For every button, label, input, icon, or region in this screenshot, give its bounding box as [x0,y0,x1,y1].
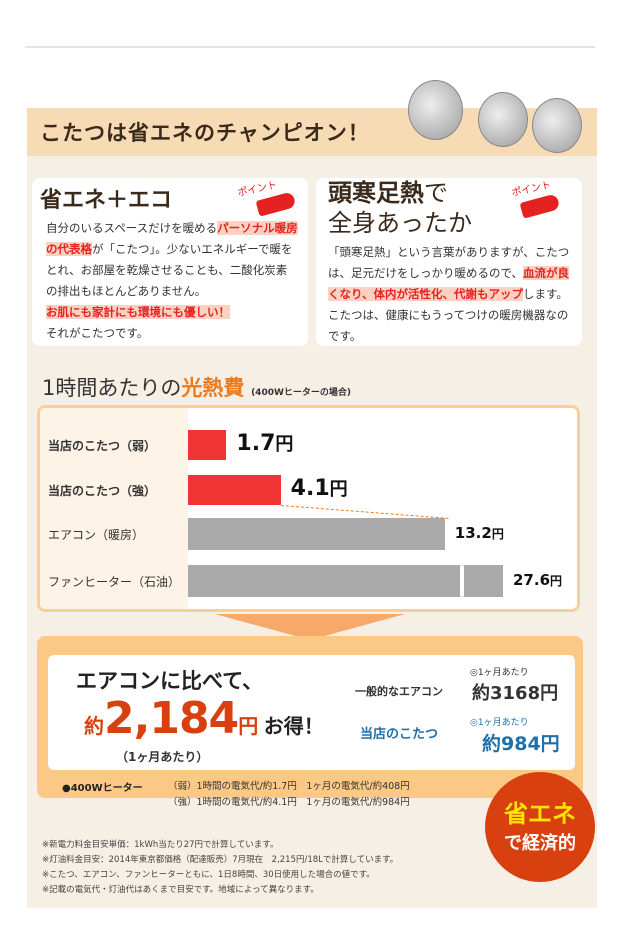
highlight: お肌にも家計にも環境にも優しい！ [46,305,230,319]
health-card: 頭寒足熱で 全身あったか ポイント 「頭寒足熱」という言葉がありますが、こたつは、… [316,178,582,346]
kotatsu-per: ◎1ヶ月あたり [470,718,529,728]
bar [188,475,281,505]
card-text: それがこたつです。 [46,326,149,340]
aircon-value: 約3168円 [472,683,559,704]
amount: 2,184 [104,693,239,744]
down-arrow-icon [215,614,405,640]
card-heading: 全身あったか [328,209,472,237]
eco-badge: 省エネ で経済的 [485,772,595,882]
cost-heading: 1時間あたりの光熱費 (400Wヒーターの場合) [42,372,351,402]
prefix: 約 [84,714,104,738]
value-label: 1.7円 [236,430,293,456]
footnote: ※新電力料金目安単価：1kWh当たり27円で計算しています。 [42,840,279,850]
divider [25,46,595,48]
value-label: 4.1円 [291,475,348,501]
savings-panel: エアコンに比べて、 約2,184円 お得！ （1ヶ月あたり） 一般的なエアコン … [48,655,575,770]
page-title: こたつは省エネのチャンピオン！ [40,121,370,145]
suffix: お得！ [263,714,324,738]
pointing-hand-icon [255,191,297,217]
badge-line1: 省エネ [504,800,576,828]
value-label: 13.2円 [455,524,504,542]
bar-label: エアコン（暖房） [48,528,145,542]
value-unit: 円 [491,527,504,541]
savings-amount: 約2,184円 お得！ [84,693,324,744]
aircon-label: 一般的なエアコン [355,685,443,698]
card-heading: で [424,179,448,207]
badge-line2: で経済的 [504,833,576,854]
value-unit: 円 [550,574,563,588]
bar-label: 当店のこたつ（強） [48,484,157,498]
value-label: 27.6円 [513,571,562,589]
kotatsu-value: 約984円 [482,733,560,755]
card-text: が「こたつ」。少ないエネルギーで暖をとれ、お部屋を乾燥させることも、二酸化炭素の… [46,242,293,298]
heater-row: （強）1時間の電気代/約4.1円 1ヶ月の電気代/約984円 [168,797,410,808]
label-column [40,408,188,609]
cost-title: 1時間あたりの [42,376,182,400]
bar-label: ファンヒーター（石油） [48,575,181,589]
savings-period: （1ヶ月あたり） [116,750,209,764]
cost-bar-chart: 当店のこたつ（弱） 1.7円 当店のこたつ（強） 4.1円 エアコン（暖房） 13.2円フ… [37,405,580,612]
card-text: 「頭寒足熱」という言葉がありますが、こたつは、足元だけをしっかり暖めるので、 [328,245,570,280]
savings-lead: エアコンに比べて、 [76,669,264,693]
value-unit: 円 [329,479,348,500]
value-unit: 円 [275,434,294,455]
axis-break [460,565,464,597]
heater-label: ●400Wヒーター [62,783,143,794]
card-heading: 省エネ＋エコ [40,188,173,213]
comparison-dashed-line [280,505,449,519]
bar [188,518,445,550]
bar [188,430,227,460]
value-number: 13.2 [454,524,492,542]
aircon-per: ◎1ヶ月あたり [470,668,529,678]
heater-details: （弱）1時間の電気代/約1.7円 1ヶ月の電気代/約408円 （強）1時間の電気… [168,779,410,811]
pointing-hand-icon [519,193,561,219]
card-text: します。こたつは、健康にもうってつけの暖房機器なのです。 [328,287,569,343]
footnote: ※記載の電気代・灯油代はあくまで目安です。地域によって異なります。 [42,885,319,895]
eco-card: 省エネ＋エコ ポイント 自分のいるスペースだけを暖めるパーソナル暖房の代表格が「… [32,178,308,346]
kotatsu-label: 当店のこたつ [360,727,439,742]
value-number: 4.1 [290,476,330,501]
point-label: ポイント [236,179,279,199]
cost-title-accent: 光熱費 [181,376,245,400]
bar-label: 当店のこたつ（弱） [48,439,157,453]
value-number: 1.7 [236,431,276,456]
bar [188,565,503,597]
cost-subtitle: (400Wヒーターの場合) [251,388,352,398]
footnote: ※灯油料金目安：2014年東京都価格（配達販売）7月現在 2,215円/18Lで… [42,855,399,865]
value-number: 27.6 [513,571,551,589]
yen: 円 [238,714,259,738]
card-text: 自分のいるスペースだけを暖める [46,221,218,235]
footnote: ※こたつ、エアコン、ファンヒーターともに、1日8時間、30日使用した場合の値です… [42,870,375,880]
heater-row: （弱）1時間の電気代/約1.7円 1ヶ月の電気代/約408円 [168,781,410,792]
card-heading: 頭寒足熱 [328,179,424,207]
